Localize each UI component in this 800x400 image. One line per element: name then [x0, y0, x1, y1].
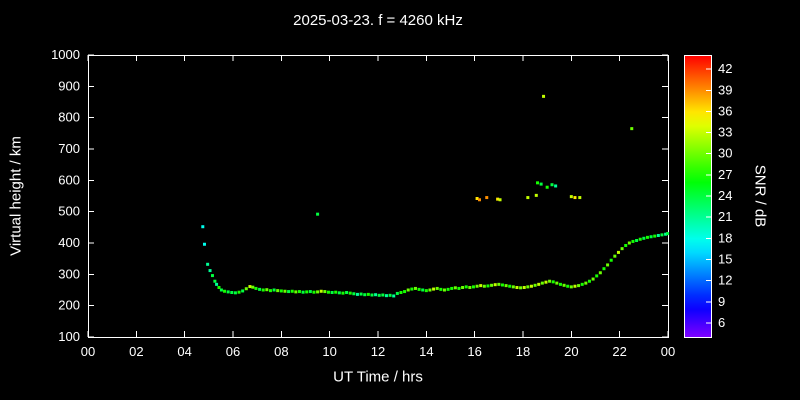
y-tick-label: 900	[58, 78, 80, 93]
colorbar-tick-label: 24	[718, 188, 732, 203]
y-tick-label: 100	[58, 329, 80, 344]
x-tick-label: 14	[419, 344, 433, 359]
colorbar-tick-label: 15	[718, 251, 732, 266]
y-tick-label: 500	[58, 204, 80, 219]
x-tick-label: 10	[322, 344, 336, 359]
x-tick-label: 04	[177, 344, 191, 359]
colorbar-tick-label: 39	[718, 82, 732, 97]
colorbar-tick-label: 27	[718, 167, 732, 182]
x-tick-label: 16	[467, 344, 481, 359]
chart-title: 2025-03-23. f = 4260 kHz	[293, 12, 463, 29]
data-points	[201, 94, 670, 298]
colorbar-tick-label: 36	[718, 103, 732, 118]
x-tick-label: 18	[516, 344, 530, 359]
x-tick-label: 00	[661, 344, 675, 359]
x-tick-label: 00	[81, 344, 95, 359]
x-tick-label: 08	[274, 344, 288, 359]
colorbar-tick-label: 42	[718, 61, 732, 76]
y-tick-label: 800	[58, 110, 80, 125]
colorbar-tick-label: 6	[718, 315, 725, 330]
y-tick-label: 600	[58, 172, 80, 187]
x-tick-label: 12	[371, 344, 385, 359]
colorbar-tick-label: 12	[718, 273, 732, 288]
colorbar-tick-label: 33	[718, 125, 732, 140]
y-tick-label: 1000	[51, 47, 80, 62]
y-tick-label: 200	[58, 298, 80, 313]
x-axis-label: UT Time / hrs	[333, 368, 423, 386]
x-tick-label: 22	[612, 344, 626, 359]
colorbar-tick-label: 21	[718, 209, 732, 224]
x-tick-label: 06	[226, 344, 240, 359]
colorbar-tick-label: 30	[718, 146, 732, 161]
x-tick-label: 20	[564, 344, 578, 359]
y-tick-label: 700	[58, 141, 80, 156]
y-tick-label: 400	[58, 235, 80, 250]
colorbar-tick-label: 18	[718, 230, 732, 245]
axis-tick-labels: 00 02 04 06 08 10 12 14 16 18 20 22 0010020030040050…	[51, 47, 675, 359]
x-tick-label: 02	[129, 344, 143, 359]
y-tick-label: 300	[58, 266, 80, 281]
colorbar-tick-label: 9	[718, 294, 725, 309]
colorbar: 6 9 12 15 18 21 24 27 30 33 36 39 42	[684, 55, 732, 338]
axis-ticks	[87, 54, 669, 338]
